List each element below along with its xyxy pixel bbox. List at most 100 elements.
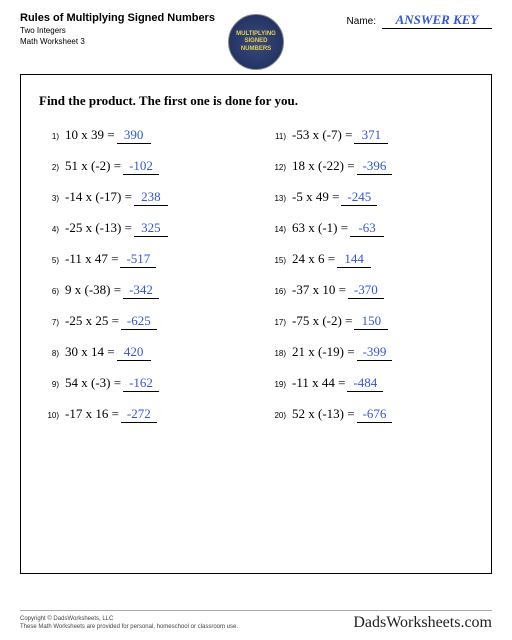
problem-number: 11) [266, 132, 286, 141]
problem: 7) -25 x 25 =-625 [39, 313, 246, 330]
problem: 18) 21 x (-19) =-399 [266, 344, 473, 361]
problem-number: 6) [39, 287, 59, 296]
content-box: Find the product. The first one is done … [20, 74, 492, 574]
name-row: Name: ANSWER KEY [347, 12, 492, 29]
problem-answer: -63 [350, 220, 384, 237]
footer-note: These Math Worksheets are provided for p… [20, 624, 238, 632]
name-label: Name: [347, 16, 376, 27]
problem-answer: 144 [337, 251, 371, 268]
problem-answer: -342 [123, 282, 159, 299]
problem-expression: -75 x (-2) = [292, 313, 352, 329]
problem-answer: 390 [117, 127, 151, 144]
problem-number: 18) [266, 349, 286, 358]
problem-answer: 238 [134, 189, 168, 206]
badge-circle: MULTIPLYING SIGNED NUMBERS [228, 14, 284, 70]
problem-expression: -14 x (-17) = [65, 189, 132, 205]
problem: 19)-11 x 44 =-484 [266, 375, 473, 392]
header-left: Rules of Multiplying Signed Numbers Two … [20, 12, 347, 46]
problem: 10)-17 x 16 =-272 [39, 406, 246, 423]
problem-expression: 21 x (-19) = [292, 344, 355, 360]
problem-expression: 52 x (-13) = [292, 406, 355, 422]
problem-expression: 30 x 14 = [65, 344, 115, 360]
problem-expression: 63 x (-1) = [292, 220, 348, 236]
problem: 20) 52 x (-13) =-676 [266, 406, 473, 423]
problem-expression: -5 x 49 = [292, 189, 339, 205]
problem-number: 13) [266, 194, 286, 203]
problem-expression: 9 x (-38) = [65, 282, 121, 298]
problem-answer: -396 [357, 158, 393, 175]
problem: 4) -25 x (-13) =325 [39, 220, 246, 237]
problem-number: 7) [39, 318, 59, 327]
problem-number: 20) [266, 411, 286, 420]
instructions: Find the product. The first one is done … [39, 93, 473, 109]
problem-number: 8) [39, 349, 59, 358]
problem-expression: 54 x (-3) = [65, 375, 121, 391]
problem: 17) -75 x (-2) =150 [266, 313, 473, 330]
problem-answer: -625 [121, 313, 157, 330]
problem-number: 10) [39, 411, 59, 420]
problem-expression: -53 x (-7) = [292, 127, 352, 143]
problem-number: 19) [266, 380, 286, 389]
copyright: Copyright © DadsWorksheets, LLC [20, 616, 238, 624]
problem-expression: 18 x (-22) = [292, 158, 355, 174]
problem-number: 2) [39, 163, 59, 172]
problem: 13) -5 x 49 =-245 [266, 189, 473, 206]
problem-number: 14) [266, 225, 286, 234]
problem-number: 16) [266, 287, 286, 296]
answer-key-text: ANSWER KEY [396, 12, 479, 27]
name-line: ANSWER KEY [382, 12, 492, 29]
problem-expression: -37 x 10 = [292, 282, 346, 298]
problem-answer: -245 [341, 189, 377, 206]
badge-line3: NUMBERS [241, 46, 271, 53]
problem-answer: -676 [357, 406, 393, 423]
problem-number: 5) [39, 256, 59, 265]
problem-number: 17) [266, 318, 286, 327]
problem-answer: 420 [117, 344, 151, 361]
problem-expression: -25 x 25 = [65, 313, 119, 329]
problem-expression: 10 x 39 = [65, 127, 115, 143]
footer-brand: DadsWorksheets.com [353, 614, 492, 632]
problems-grid: 1) 10 x 39 =390 11) -53 x (-7) =371 2) 51 x (… [39, 127, 473, 423]
problem: 8) 30 x 14 =420 [39, 344, 246, 361]
problem-number: 4) [39, 225, 59, 234]
problem-number: 15) [266, 256, 286, 265]
problem: 5) -11 x 47 =-517 [39, 251, 246, 268]
problem: 1) 10 x 39 =390 [39, 127, 246, 144]
problem-answer: -370 [348, 282, 384, 299]
badge-line1: MULTIPLYING [236, 31, 276, 38]
header-right: Name: ANSWER KEY [347, 12, 492, 46]
problem-expression: 51 x (-2) = [65, 158, 121, 174]
footer: Copyright © DadsWorksheets, LLC These Ma… [20, 610, 492, 632]
problem-answer: -399 [357, 344, 393, 361]
problem: 15) 24 x 6 =144 [266, 251, 473, 268]
problem-expression: -25 x (-13) = [65, 220, 132, 236]
problem-expression: -17 x 16 = [65, 406, 119, 422]
problem-answer: -162 [123, 375, 159, 392]
badge: MULTIPLYING SIGNED NUMBERS [228, 14, 284, 70]
worksheet-subtitle1: Two Integers [20, 26, 347, 35]
problem-number: 12) [266, 163, 286, 172]
problem-answer: -102 [123, 158, 159, 175]
problem: 2) 51 x (-2) =-102 [39, 158, 246, 175]
problem: 3) -14 x (-17) =238 [39, 189, 246, 206]
problem: 12) 18 x (-22) =-396 [266, 158, 473, 175]
problem: 11) -53 x (-7) =371 [266, 127, 473, 144]
problem-answer: -517 [120, 251, 156, 268]
problem-answer: 150 [354, 313, 388, 330]
problem: 6) 9 x (-38) =-342 [39, 282, 246, 299]
problem-number: 9) [39, 380, 59, 389]
problem: 14) 63 x (-1) =-63 [266, 220, 473, 237]
worksheet-title: Rules of Multiplying Signed Numbers [20, 12, 347, 24]
problem-expression: -11 x 47 = [65, 251, 118, 267]
problem-number: 1) [39, 132, 59, 141]
worksheet-subtitle2: Math Worksheet 3 [20, 37, 347, 46]
footer-left: Copyright © DadsWorksheets, LLC These Ma… [20, 616, 238, 632]
badge-line2: SIGNED [244, 38, 267, 45]
problem-answer: 371 [354, 127, 388, 144]
problem: 16) -37 x 10 =-370 [266, 282, 473, 299]
problem-answer: 325 [134, 220, 168, 237]
problem-number: 3) [39, 194, 59, 203]
problem-expression: -11 x 44 = [292, 375, 345, 391]
problem-expression: 24 x 6 = [292, 251, 335, 267]
problem: 9) 54 x (-3) =-162 [39, 375, 246, 392]
